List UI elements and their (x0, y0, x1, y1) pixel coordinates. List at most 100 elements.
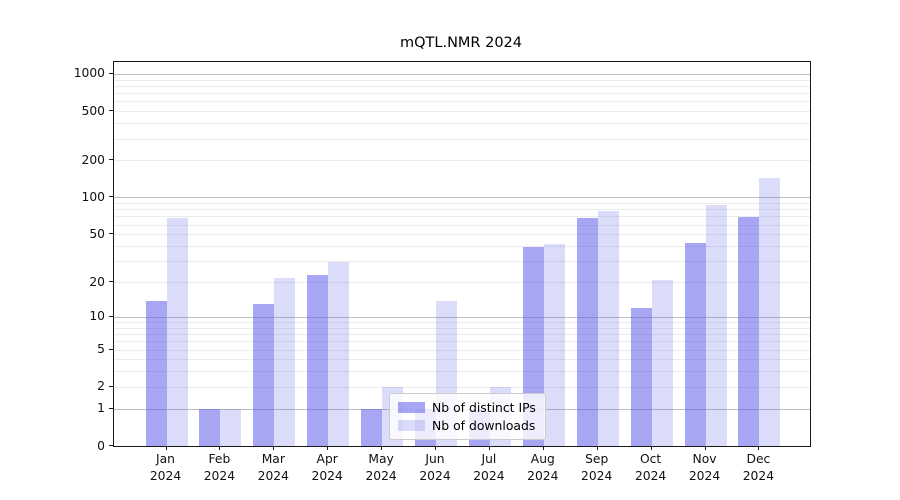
y-tick-2 (109, 385, 113, 387)
bar-downloads-oct (651, 280, 673, 446)
gridline-minor-7 (114, 334, 810, 336)
x-label-jul: Jul 2024 (473, 452, 505, 483)
legend-item-distinct-ips: Nb of distinct IPs (398, 400, 537, 415)
y-tick-0 (109, 445, 113, 446)
y-label-2: 2 (97, 379, 105, 394)
x-tick-dec (758, 446, 760, 450)
bar-ips-jan (145, 300, 167, 446)
gridline-minor-500 (114, 111, 810, 113)
gridline-major-100 (114, 197, 810, 199)
x-label-jun: Jun 2024 (419, 452, 451, 483)
x-tick-sep (596, 446, 598, 450)
bar-ips-dec (738, 216, 760, 446)
bar-downloads-apr (328, 261, 350, 446)
gridline-minor-70 (114, 216, 810, 218)
gridline-minor-5 (114, 349, 810, 351)
plot-area (113, 61, 811, 447)
bar-ips-sep (576, 218, 598, 446)
gridline-minor-30 (114, 261, 810, 263)
y-tick-5 (109, 348, 113, 350)
legend-label-distinct-ips: Nb of distinct IPs (432, 399, 536, 415)
x-tick-aug (542, 446, 544, 450)
x-tick-feb (219, 446, 221, 450)
y-tick-50 (109, 233, 113, 235)
x-label-oct: Oct 2024 (634, 452, 667, 483)
gridline-minor-900 (114, 79, 810, 81)
chart-title: mQTL.NMR 2024 (399, 35, 523, 51)
gridline-minor-50 (114, 234, 810, 236)
y-label-500: 500 (81, 103, 105, 118)
x-label-mar: Mar 2024 (257, 452, 289, 483)
gridline-minor-80 (114, 209, 810, 211)
x-tick-apr (327, 446, 329, 450)
gridline-minor-60 (114, 224, 810, 226)
y-tick-200 (109, 159, 113, 161)
x-tick-nov (704, 446, 706, 450)
x-label-sep: Sep 2024 (581, 452, 613, 483)
gridline-minor-8 (114, 327, 810, 329)
gridline-minor-200 (114, 160, 810, 162)
legend-item-downloads: Nb of downloads (398, 418, 537, 433)
bar-downloads-nov (705, 204, 727, 446)
x-label-feb: Feb 2024 (203, 452, 236, 483)
gridline-minor-600 (114, 101, 810, 103)
gridline-minor-400 (114, 123, 810, 125)
y-tick-100 (109, 196, 113, 198)
bar-ips-oct (630, 308, 652, 446)
y-label-200: 200 (81, 152, 105, 167)
x-tick-jan (165, 446, 167, 450)
y-tick-1 (109, 407, 113, 409)
gridline-major-1000 (114, 73, 810, 75)
bar-downloads-dec (759, 178, 781, 446)
legend: Nb of distinct IPs Nb of downloads (389, 393, 546, 440)
x-tick-oct (650, 446, 652, 450)
legend-label-downloads: Nb of downloads (432, 418, 536, 434)
y-label-5: 5 (97, 342, 105, 356)
legend-swatch-distinct-ips-icon (398, 401, 425, 413)
x-label-nov: Nov 2024 (688, 452, 721, 483)
y-tick-10 (109, 315, 113, 317)
bar-downloads-mar (274, 277, 296, 446)
x-label-may: May 2024 (365, 452, 397, 483)
y-tick-20 (109, 281, 113, 283)
bar-downloads-jan (166, 218, 188, 446)
y-label-50: 50 (89, 226, 105, 241)
x-label-jan: Jan 2024 (149, 452, 182, 483)
x-tick-jun (435, 446, 436, 450)
x-tick-mar (273, 446, 275, 450)
gridline-major-10 (114, 316, 810, 318)
gridline-minor-800 (114, 85, 810, 87)
x-label-dec: Dec 2024 (742, 452, 775, 483)
x-label-apr: Apr 2024 (311, 452, 343, 483)
y-tick-500 (109, 110, 113, 112)
bar-ips-feb (199, 409, 221, 446)
y-label-1: 1 (97, 401, 105, 416)
bar-ips-nov (684, 242, 706, 446)
bar-ips-may (361, 409, 383, 446)
y-label-1000: 1000 (73, 66, 105, 81)
gridline-minor-6 (114, 341, 810, 343)
gridline-minor-300 (114, 138, 810, 140)
bar-downloads-aug (543, 243, 565, 446)
x-tick-jul (488, 446, 490, 450)
y-label-20: 20 (89, 274, 105, 289)
y-label-10: 10 (89, 309, 105, 324)
gridline-minor-20 (114, 282, 810, 284)
y-tick-1000 (109, 72, 113, 74)
legend-swatch-downloads-icon (398, 420, 425, 432)
y-label-0: 0 (97, 438, 105, 453)
gridline-minor-700 (114, 93, 810, 95)
gridline-minor-40 (114, 246, 810, 247)
bar-ips-mar (253, 304, 275, 446)
y-label-100: 100 (81, 189, 105, 204)
x-tick-may (381, 446, 383, 450)
bar-downloads-sep (597, 211, 619, 446)
bar-downloads-feb (220, 409, 242, 446)
gridline-minor-9 (114, 322, 810, 323)
gridline-minor-3 (114, 371, 810, 373)
gridline-minor-2 (114, 386, 810, 388)
x-label-aug: Aug 2024 (527, 452, 559, 483)
gridline-minor-90 (114, 203, 810, 205)
gridline-minor-4 (114, 359, 810, 361)
